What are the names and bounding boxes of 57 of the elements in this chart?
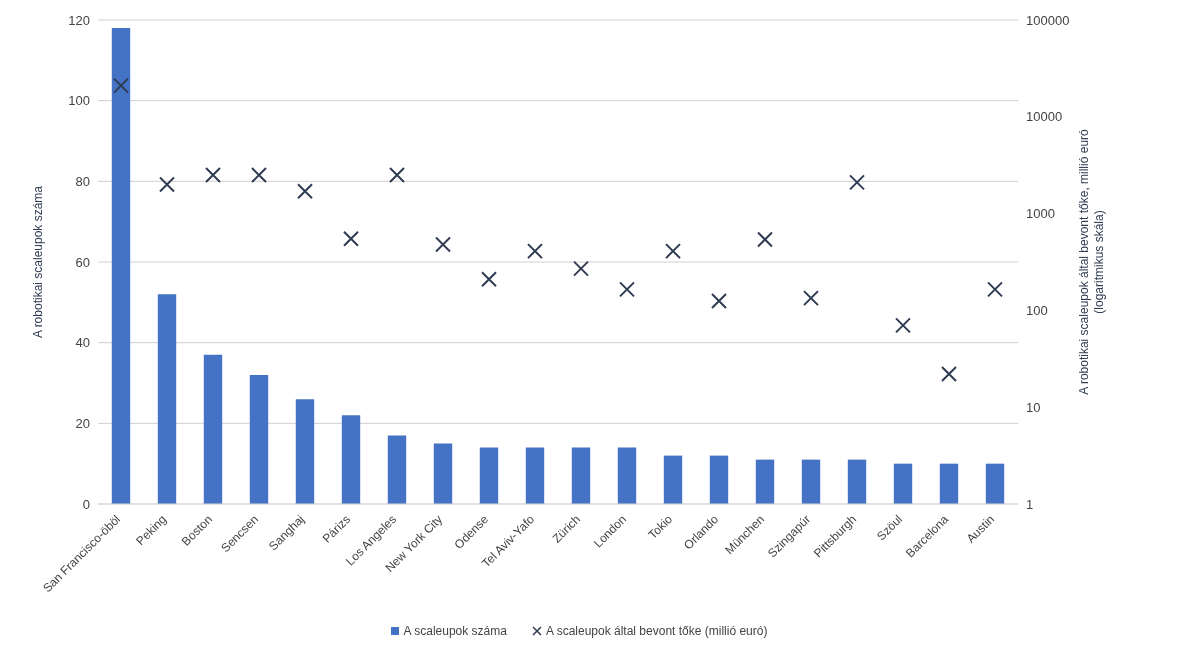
bar (617, 447, 637, 504)
y2-tick-label: 1 (1026, 496, 1034, 512)
bar (801, 459, 821, 504)
point (343, 230, 359, 247)
point (941, 366, 957, 383)
bar (939, 463, 959, 504)
y-tick-label: 60 (75, 254, 90, 270)
point (481, 271, 497, 288)
point (987, 281, 1003, 298)
point (527, 243, 543, 260)
point (389, 167, 405, 184)
y2-tick-label: 100 (1026, 303, 1048, 319)
point (297, 183, 313, 200)
bar (479, 447, 499, 504)
y-tick-label: 80 (75, 173, 90, 189)
y2-tick-label: 1000 (1026, 206, 1055, 222)
bar (387, 435, 407, 504)
y2-tick-label: 100000 (1026, 12, 1070, 28)
y2-axis-title: A robotikai scaleupok által bevont tőke, millió euró (logaritmikus skála) (1077, 128, 1106, 395)
bar (433, 443, 453, 504)
y-tick-label: 100 (68, 93, 90, 109)
y-tick-label: 0 (82, 496, 90, 512)
point (711, 293, 727, 310)
point (251, 167, 267, 184)
point (803, 290, 819, 307)
bar (985, 463, 1005, 504)
point (159, 176, 175, 193)
bar (249, 374, 269, 504)
legend-label: A scaleupok által bevont tőke (millió euró) (544, 624, 768, 638)
bar (893, 463, 913, 504)
bar (709, 455, 729, 504)
bar (571, 447, 591, 504)
bar (755, 459, 775, 504)
point (665, 243, 681, 260)
point (895, 317, 911, 334)
y-tick-label: 20 (75, 415, 90, 431)
bar (295, 399, 315, 504)
y2-tick-label: 10000 (1026, 109, 1063, 125)
point (205, 167, 221, 184)
y-tick-label: 120 (68, 12, 90, 28)
point (113, 77, 129, 94)
bar (525, 447, 545, 504)
bar (663, 455, 683, 504)
point (619, 281, 635, 298)
bar (111, 28, 131, 504)
point (849, 174, 865, 191)
y-tick-label: 40 (75, 335, 90, 351)
y2-tick-label: 10 (1026, 399, 1041, 415)
point (573, 260, 589, 277)
bar (341, 415, 361, 504)
point (435, 236, 451, 253)
bar (157, 294, 177, 504)
bar (203, 354, 223, 504)
legend-label: A scaleupok száma (402, 624, 507, 638)
y-axis-title: A robotikai scaleupok száma (31, 185, 45, 339)
bar (847, 459, 867, 504)
point (757, 231, 773, 248)
